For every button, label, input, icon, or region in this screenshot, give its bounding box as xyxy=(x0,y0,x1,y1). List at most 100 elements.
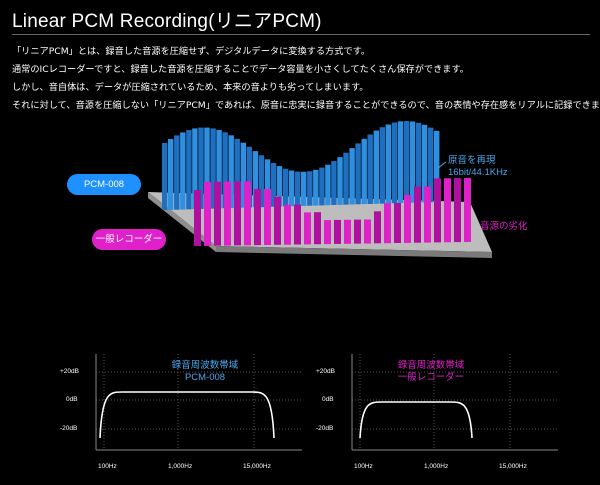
blue-pointer xyxy=(437,161,447,169)
degraded-wave-bar xyxy=(324,220,331,245)
y-tick: +20dB xyxy=(316,368,335,375)
page-title: Linear PCM Recording(リニアPCM) xyxy=(12,11,322,32)
degraded-wave-bar xyxy=(194,190,201,246)
degraded-wave-bar xyxy=(264,189,271,245)
x-tick: 1,000Hz xyxy=(424,463,449,470)
original-wave-bar xyxy=(276,166,283,207)
degraded-wave-bar xyxy=(404,194,411,243)
y-tick: -20dB xyxy=(316,425,334,432)
degraded-wave-bar xyxy=(444,178,451,243)
degraded-wave-bar xyxy=(284,204,291,245)
degraded-wave-bar xyxy=(314,212,321,245)
degraded-waveform xyxy=(194,178,471,246)
chart-title: 録音周波数帯域 xyxy=(171,360,239,371)
description-line-2: 通常のICレコーダーですと、録音した音源を圧縮することでデータ容量を小さくしてた… xyxy=(12,64,469,75)
original-wave-bar xyxy=(379,127,385,204)
degraded-wave-bar xyxy=(214,181,221,246)
original-wave-bar xyxy=(270,163,277,207)
frequency-chart-general: 録音周波数帯域 一般レコーダー +20dB 0dB -20dB 100Hz 1,… xyxy=(316,340,576,480)
original-wave-bar xyxy=(204,127,210,209)
x-tick: 100Hz xyxy=(98,463,117,470)
original-wave-bar xyxy=(228,135,234,209)
original-wave-bar xyxy=(192,128,198,210)
title-divider xyxy=(12,34,590,35)
original-wave-bar xyxy=(325,164,331,206)
bitrate-label: 16bit/44.1KHz xyxy=(448,167,508,178)
platform-edge xyxy=(216,246,492,258)
chart-title: 録音周波数帯域 xyxy=(397,360,465,371)
degraded-wave-bar xyxy=(354,219,361,244)
degraded-wave-bar xyxy=(234,181,241,246)
y-tick: -20dB xyxy=(60,425,78,432)
degradation-label: 音源の劣化 xyxy=(480,221,528,232)
original-wave-bar xyxy=(288,170,295,207)
degraded-wave-bar xyxy=(294,204,301,245)
original-sound-label: 原音を再現 xyxy=(448,155,496,166)
description-line-4: それに対して、音源を圧縮しない「リニアPCM」であれば、原音に忠実に録音すること… xyxy=(12,100,600,111)
response-curve xyxy=(99,391,275,439)
original-wave-bar xyxy=(421,124,428,203)
y-tick: 0dB xyxy=(66,396,78,403)
chart-subtitle: PCM-008 xyxy=(184,372,226,383)
frequency-chart-pcm: 録音周波数帯域 PCM-008 +20dB 0dB -20dB 100Hz 1,… xyxy=(60,340,320,480)
original-wave-bar xyxy=(301,171,307,206)
original-wave-bar xyxy=(240,142,246,208)
y-tick: +20dB xyxy=(60,368,79,375)
original-wave-bar xyxy=(246,146,252,208)
original-wave-bar xyxy=(343,152,349,205)
original-wave-bar xyxy=(331,161,337,205)
original-wave-bar xyxy=(367,134,373,204)
original-wave-bar xyxy=(355,143,361,205)
original-wave-bar xyxy=(361,138,367,205)
degraded-wave-bar xyxy=(434,178,441,243)
x-tick: 15,000Hz xyxy=(499,463,527,470)
degraded-wave-bar xyxy=(274,196,281,245)
x-tick: 1,000Hz xyxy=(168,463,193,470)
pcm-comparison-illustration xyxy=(0,118,600,278)
degraded-wave-bar xyxy=(364,219,371,244)
original-wave-bar xyxy=(282,168,289,207)
degraded-wave-bar xyxy=(344,219,351,244)
original-wave-bar xyxy=(168,139,174,210)
original-wave-bar xyxy=(385,124,391,204)
degraded-wave-bar xyxy=(454,178,461,243)
description-line-1: 「リニアPCM」とは、録音した音源を圧縮せず、デジタルデータに変換する方式です。 xyxy=(12,46,371,57)
original-wave-bar xyxy=(319,167,325,206)
original-wave-bar xyxy=(234,138,240,208)
response-curve xyxy=(359,401,473,439)
original-wave-bar xyxy=(264,159,271,207)
description-line-3: しかし、音自体は、データが圧縮されているため、本来の音よりも劣ってしまいます。 xyxy=(12,82,369,93)
general-recorder-badge: 一般レコーダー xyxy=(92,229,166,250)
degraded-wave-bar xyxy=(254,189,261,246)
original-wave-bar xyxy=(252,151,259,208)
degraded-wave-bar xyxy=(384,203,391,244)
degraded-wave-bar xyxy=(224,181,231,246)
original-wave-bar xyxy=(216,130,222,209)
original-wave-bar xyxy=(349,148,355,205)
frequency-chart-pcm-plot xyxy=(95,354,302,451)
degraded-wave-bar xyxy=(464,178,471,242)
original-wave-bar xyxy=(391,122,398,204)
original-wave-bar xyxy=(210,128,216,209)
degraded-wave-bar xyxy=(374,211,381,244)
degraded-wave-bar xyxy=(334,219,341,244)
original-wave-bar xyxy=(186,130,192,210)
original-wave-bar xyxy=(307,171,313,206)
pcm-008-badge: PCM-008 xyxy=(67,174,141,195)
degraded-wave-bar xyxy=(424,186,431,243)
frequency-chart-general-plot xyxy=(351,354,558,451)
y-tick: 0dB xyxy=(322,396,334,403)
original-wave-bar xyxy=(162,143,168,210)
original-wave-bar xyxy=(415,122,422,203)
original-wave-bar xyxy=(180,132,186,210)
original-wave-bar xyxy=(428,127,434,203)
original-wave-bar xyxy=(198,127,204,209)
x-tick: 15,000Hz xyxy=(243,463,271,470)
original-wave-bar xyxy=(409,121,416,203)
original-wave-bar xyxy=(174,135,180,210)
original-wave-bar xyxy=(295,171,301,207)
original-wave-bar xyxy=(258,155,265,208)
original-wave-bar xyxy=(222,132,228,209)
original-wave-bar xyxy=(337,157,343,205)
original-wave-bar xyxy=(373,130,379,204)
